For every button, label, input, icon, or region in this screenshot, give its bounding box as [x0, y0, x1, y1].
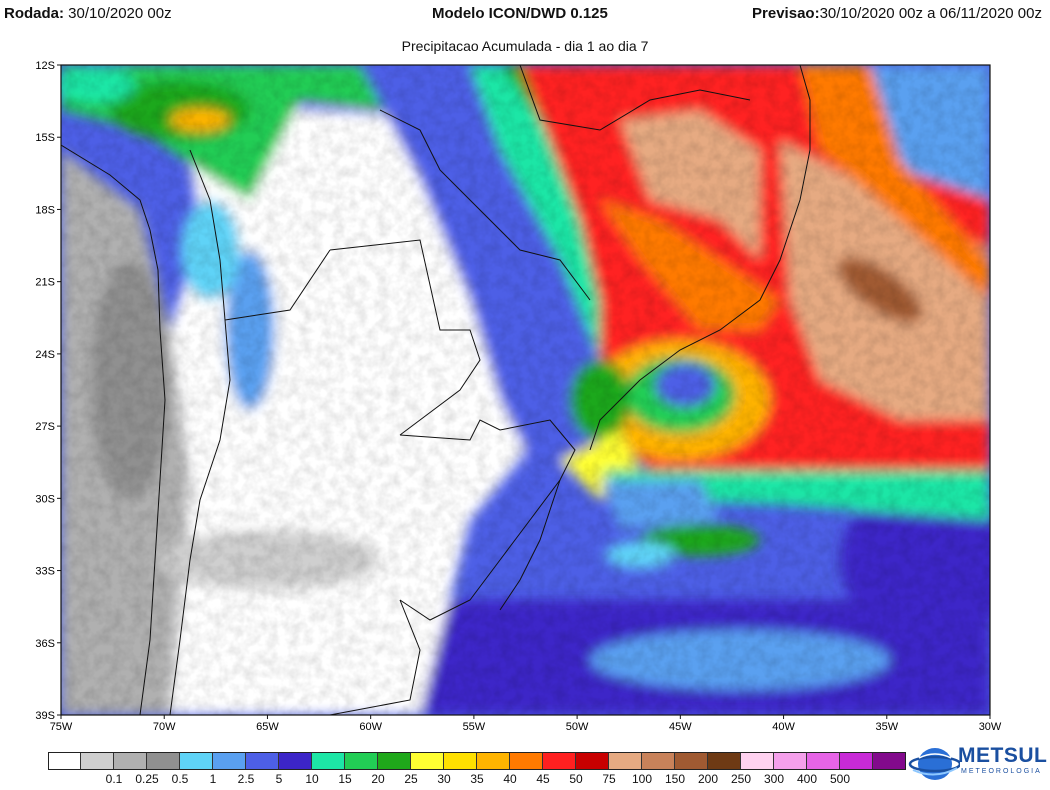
legend-swatch — [510, 752, 543, 770]
legend-label: 50 — [569, 772, 583, 786]
legend-label: 30 — [437, 772, 451, 786]
legend-label: 300 — [763, 772, 785, 786]
lat-tick-label: 39S — [35, 710, 55, 722]
legend-swatch — [378, 752, 411, 770]
legend-swatch — [81, 752, 114, 770]
legend-label: 100 — [631, 772, 653, 786]
legend-swatch — [774, 752, 807, 770]
legend-label: 0.1 — [105, 772, 123, 786]
metsul-logo: METSUL METEOROLOGIA — [905, 744, 1048, 784]
lat-tick-label: 36S — [35, 638, 55, 650]
legend-label: 10 — [305, 772, 319, 786]
lat-tick-label: 33S — [35, 566, 55, 578]
legend-swatch — [807, 752, 840, 770]
legend-label: 75 — [602, 772, 616, 786]
legend-swatch — [345, 752, 378, 770]
logo-subtitle: METEOROLOGIA — [961, 768, 1042, 775]
lon-tick-label: 35W — [875, 721, 898, 733]
lat-tick-label: 27S — [35, 421, 55, 433]
lat-tick-label: 12S — [35, 60, 55, 72]
uruguay-border — [399, 419, 576, 621]
legend-swatch — [114, 752, 147, 770]
chile-coastline — [61, 144, 166, 715]
legend-swatch — [411, 752, 444, 770]
lon-tick-label: 50W — [566, 721, 589, 733]
legend-label: 2.5 — [237, 772, 255, 786]
legend-swatch — [741, 752, 774, 770]
brazil-coastline — [589, 65, 811, 451]
legend-label: 0.5 — [171, 772, 189, 786]
legend-swatch — [213, 752, 246, 770]
legend-label: 15 — [338, 772, 352, 786]
paraguay-border — [329, 239, 481, 436]
legend-swatch — [576, 752, 609, 770]
lat-tick-label: 24S — [35, 349, 55, 361]
globe-icon — [908, 748, 960, 780]
lon-tick-label: 65W — [256, 721, 279, 733]
forecast-label: Previsao: — [752, 5, 820, 22]
longitude-axis: 75W 70W 65W 60W 55W 50W 45W 40W 35W 30W — [50, 715, 1002, 733]
lat-tick-label: 18S — [35, 204, 55, 216]
legend-swatch — [642, 752, 675, 770]
map-frame — [60, 64, 991, 716]
lat-tick-label: 15S — [35, 132, 55, 144]
northern-border — [519, 65, 751, 131]
legend-swatch — [279, 752, 312, 770]
legend-label: 40 — [503, 772, 517, 786]
legend-label: 400 — [796, 772, 818, 786]
legend-swatch — [543, 752, 576, 770]
run-time: Rodada: 30/10/2020 00z — [4, 5, 172, 22]
lon-tick-label: 70W — [153, 721, 176, 733]
legend-swatch — [840, 752, 873, 770]
legend-label: 25 — [404, 772, 418, 786]
bolivia-border — [224, 249, 331, 321]
brazil-interior-border — [379, 109, 591, 301]
precip-field — [61, 65, 990, 715]
forecast-value: 30/10/2020 00z a 06/11/2020 00z — [819, 5, 1042, 22]
legend-label: 1 — [209, 772, 217, 786]
legend-frame — [48, 752, 906, 770]
legend-swatch — [675, 752, 708, 770]
model-name: Modelo ICON/DWD 0.125 — [432, 5, 608, 22]
lon-tick-label: 60W — [359, 721, 382, 733]
lat-tick-label: 21S — [35, 277, 55, 289]
lon-tick-label: 75W — [50, 721, 73, 733]
legend-label: 250 — [730, 772, 752, 786]
legend-label: 200 — [697, 772, 719, 786]
map-subtitle: Precipitacao Acumulada - dia 1 ao dia 7 — [401, 38, 649, 54]
legend-swatch — [312, 752, 345, 770]
lon-tick-label: 45W — [669, 721, 692, 733]
run-value: 30/10/2020 00z — [68, 5, 172, 22]
legend-swatch — [48, 752, 81, 770]
latitude-axis: 12S 15S 18S 21S 24S 27S 30S 33S 36S 39S — [35, 60, 61, 722]
run-label: Rodada: — [4, 5, 64, 22]
legend-swatch — [147, 752, 180, 770]
andes-border — [169, 149, 231, 715]
legend-label: 0.25 — [135, 772, 159, 786]
legend-label: 45 — [536, 772, 550, 786]
logo-wordmark: METSUL — [958, 744, 1048, 767]
political-borders — [61, 65, 811, 715]
legend-swatch — [246, 752, 279, 770]
legend-swatch — [444, 752, 477, 770]
lat-tick-label: 30S — [35, 493, 55, 505]
lon-tick-label: 40W — [772, 721, 795, 733]
lon-tick-label: 55W — [463, 721, 486, 733]
legend-label: 35 — [470, 772, 484, 786]
legend-label: 20 — [371, 772, 385, 786]
legend-swatch — [708, 752, 741, 770]
argentina-coast — [329, 599, 421, 715]
forecast-period: Previsao:30/10/2020 00z a 06/11/2020 00z — [752, 5, 1042, 22]
lon-tick-label: 30W — [979, 721, 1002, 733]
legend-swatch — [609, 752, 642, 770]
legend-label: 150 — [664, 772, 686, 786]
legend-label: 500 — [829, 772, 851, 786]
legend-label: 5 — [275, 772, 283, 786]
legend-swatch — [477, 752, 510, 770]
southern-coast — [499, 479, 561, 611]
model-label: Modelo ICON/DWD 0.125 — [432, 5, 608, 22]
legend-swatch — [180, 752, 213, 770]
